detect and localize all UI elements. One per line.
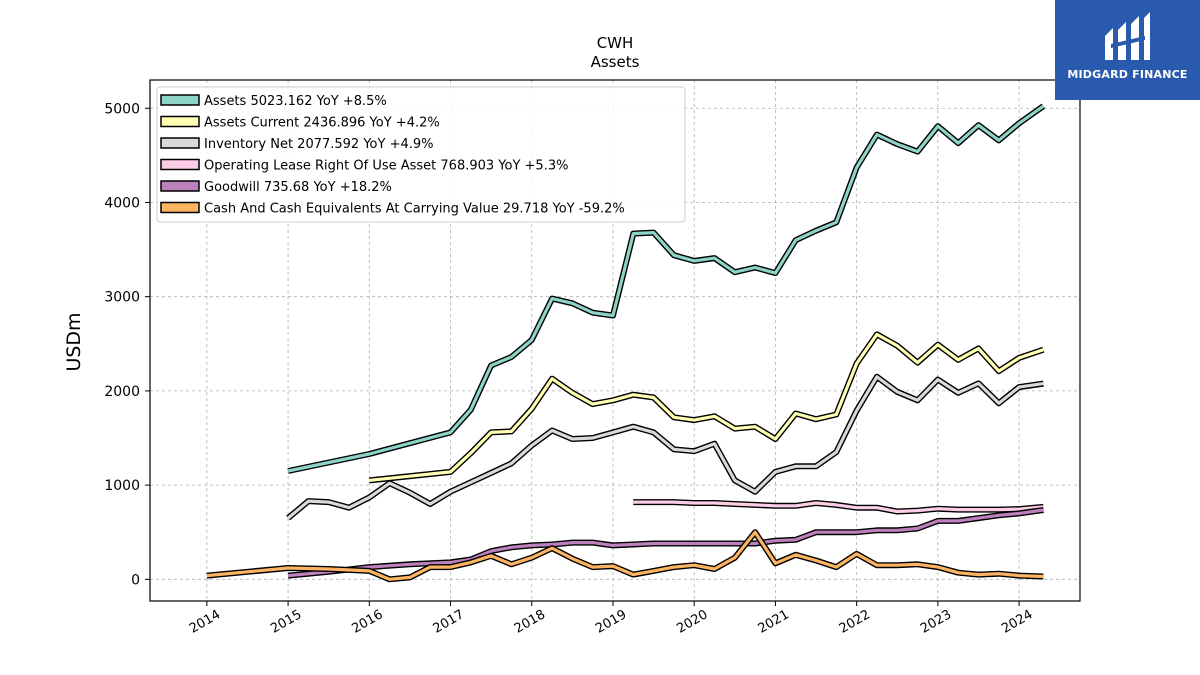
legend-swatch: [160, 115, 200, 128]
legend-swatch: [160, 137, 200, 149]
legend-box: [156, 86, 686, 223]
x-tick-label: 2014: [187, 607, 223, 637]
x-tick-label: 2015: [268, 607, 304, 637]
y-axis-label: USDm: [63, 312, 85, 371]
series-line: [287, 104, 1045, 473]
midgard-logo-icon: [1105, 12, 1150, 60]
y-tick-label: 4000: [104, 195, 140, 211]
x-tick-label: 2018: [512, 607, 548, 637]
y-tick-label: 0: [131, 572, 140, 588]
series-0: [287, 103, 1046, 474]
series-5: [206, 529, 1044, 583]
series-2: [286, 373, 1044, 521]
x-tick-label: 2016: [349, 607, 385, 637]
x-tick-label: 2023: [918, 607, 954, 637]
legend-entry: Operating Lease Right Of Use Asset 768.9…: [204, 159, 568, 174]
legend-swatch: [160, 201, 200, 214]
legend-entry: Assets 5023.162 YoY +8.5%: [204, 94, 387, 109]
series-line: [206, 530, 1044, 581]
chart-subtitle: Assets: [591, 53, 640, 71]
series-1: [368, 331, 1045, 484]
y-tick-label: 1000: [104, 478, 140, 494]
legend-entry: Goodwill 735.68 YoY +18.2%: [204, 180, 392, 195]
x-tick-label: 2019: [593, 607, 629, 637]
y-tick-label: 5000: [104, 101, 140, 117]
brand-name: MIDGARD FINANCE: [1067, 68, 1188, 81]
legend-entry: Cash And Cash Equivalents At Carrying Va…: [204, 202, 625, 217]
brand-logo: MIDGARD FINANCE: [1055, 0, 1200, 100]
series-line: [287, 375, 1044, 520]
legend-swatch: [160, 180, 200, 192]
legend-swatch: [160, 158, 200, 171]
legend-entry: Assets Current 2436.896 YoY +4.2%: [204, 116, 440, 131]
x-tick-label: 2017: [431, 607, 467, 637]
series-line: [633, 500, 1044, 514]
x-tick-label: 2024: [999, 607, 1035, 637]
series-3: [633, 499, 1044, 515]
legend-entry: Inventory Net 2077.592 YoY +4.9%: [204, 137, 434, 152]
chart-title: CWH: [597, 34, 634, 52]
legend-swatch: [160, 94, 200, 106]
x-tick-label: 2020: [674, 607, 710, 637]
series-lines: [206, 103, 1046, 583]
x-tick-label: 2021: [756, 607, 792, 637]
y-tick-label: 3000: [104, 290, 140, 306]
y-tick-label: 2000: [104, 384, 140, 400]
x-tick-label: 2022: [837, 607, 873, 637]
series-line: [369, 332, 1044, 482]
plot-frame: [149, 79, 1081, 602]
legend: Assets 5023.162 YoY +8.5% Assets Current …: [156, 86, 686, 223]
